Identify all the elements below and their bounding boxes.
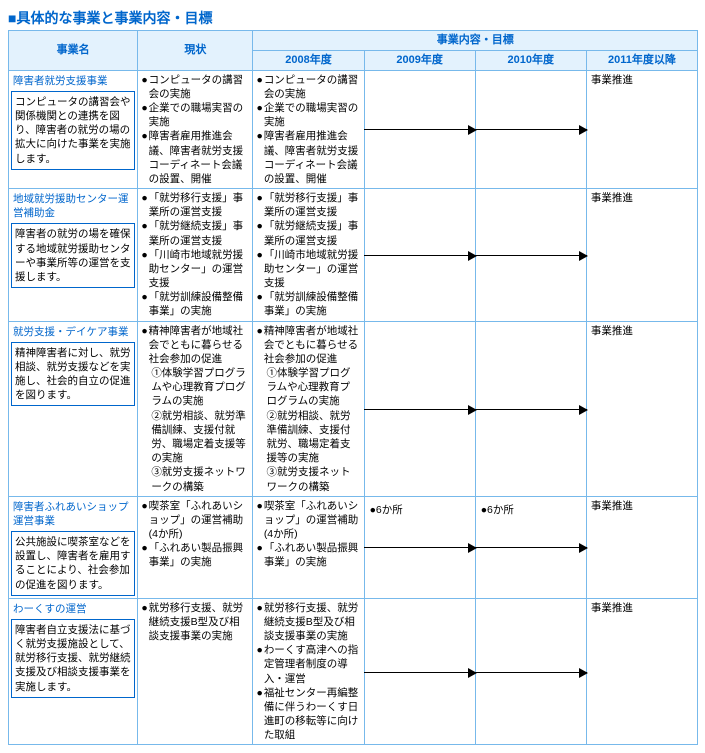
arrow-line: [364, 409, 476, 410]
status-cell: ●コンピュータの講習会の実施●企業での職場実習の実施●障害者雇用推進会議、障害者…: [138, 70, 253, 188]
header-2010: 2010年度: [475, 50, 586, 70]
arrow-line: [364, 547, 476, 548]
header-2008: 2008年度: [253, 50, 364, 70]
y2009-cell: [364, 70, 475, 188]
status-cell: ●精神障害者が地域社会でともに暮らせる社会参加の促進①体験学習プログラムや心理教…: [138, 321, 253, 496]
y2010-cell: [475, 321, 586, 496]
arrow-line: [475, 129, 587, 130]
y2011-cell: 事業推進: [586, 70, 697, 188]
project-description: コンピュータの講習会や関係機関との連携を図り、障害者の就労の場の拡大に向けた事業…: [11, 91, 135, 170]
project-title: 障害者ふれあいショップ運営事業: [11, 499, 135, 529]
project-table: 事業名 現状 事業内容・目標 2008年度 2009年度 2010年度 2011…: [8, 30, 698, 745]
arrow-line: [475, 547, 587, 548]
header-2009: 2009年度: [364, 50, 475, 70]
header-goals: 事業内容・目標: [253, 31, 698, 51]
project-name-cell: 地域就労援助センター運営補助金 障害者の就労の場を確保する地域就労援助センターや…: [9, 189, 138, 322]
y2010-cell: [475, 70, 586, 188]
project-title: 就労支援・デイケア事業: [11, 324, 135, 340]
project-name-cell: 障害者ふれあいショップ運営事業 公共施設に喫茶室などを設置し、障害者を雇用するこ…: [9, 496, 138, 598]
arrow-label: ●6か所: [480, 503, 515, 517]
section-title: ■具体的な事業と事業内容・目標: [8, 8, 697, 28]
arrow-line: [475, 672, 587, 673]
y2009-cell: ●6か所: [364, 496, 475, 598]
project-description: 障害者自立支援法に基づく就労支援施設として、就労移行支援、就労継続支援及び相談支…: [11, 619, 135, 698]
y2011-cell: 事業推進: [586, 321, 697, 496]
y2011-cell: 事業推進: [586, 189, 697, 322]
arrow-label: ●6か所: [369, 503, 404, 517]
project-title: 地域就労援助センター運営補助金: [11, 191, 135, 221]
arrow-line: [364, 672, 476, 673]
y2008-cell: ●コンピュータの講習会の実施●企業での職場実習の実施●障害者雇用推進会議、障害者…: [253, 70, 364, 188]
project-description: 公共施設に喫茶室などを設置し、障害者を雇用することにより、社会参加の促進を図りま…: [11, 531, 135, 596]
project-title: 障害者就労支援事業: [11, 73, 135, 89]
arrow-line: [475, 409, 587, 410]
y2009-cell: [364, 189, 475, 322]
header-name: 事業名: [9, 31, 138, 71]
y2010-cell: ●6か所: [475, 496, 586, 598]
arrow-line: [364, 255, 476, 256]
y2009-cell: [364, 321, 475, 496]
project-name-cell: 就労支援・デイケア事業 精神障害者に対し、就労相談、就労支援などを実施し、社会的…: [9, 321, 138, 496]
status-cell: ●「就労移行支援」事業所の運営支援●「就労継続支援」事業所の運営支援●「川崎市地…: [138, 189, 253, 322]
header-status: 現状: [138, 31, 253, 71]
arrow-line: [475, 255, 587, 256]
y2008-cell: ●「就労移行支援」事業所の運営支援●「就労継続支援」事業所の運営支援●「川崎市地…: [253, 189, 364, 322]
project-description: 精神障害者に対し、就労相談、就労支援などを実施し、社会的自立の促進を図ります。: [11, 342, 135, 407]
header-2011: 2011年度以降: [586, 50, 697, 70]
y2011-cell: 事業推進: [586, 496, 697, 598]
y2008-cell: ●精神障害者が地域社会でともに暮らせる社会参加の促進①体験学習プログラムや心理教…: [253, 321, 364, 496]
y2010-cell: [475, 189, 586, 322]
status-cell: ●喫茶室「ふれあいショップ」の運営補助(4か所)●「ふれあい製品振興事業」の実施: [138, 496, 253, 598]
arrow-line: [364, 129, 476, 130]
project-title: わーくすの運営: [11, 601, 135, 617]
project-description: 障害者の就労の場を確保する地域就労援助センターや事業所等の運営を支援します。: [11, 223, 135, 288]
project-name-cell: 障害者就労支援事業 コンピュータの講習会や関係機関との連携を図り、障害者の就労の…: [9, 70, 138, 188]
y2008-cell: ●喫茶室「ふれあいショップ」の運営補助(4か所)●「ふれあい製品振興事業」の実施: [253, 496, 364, 598]
